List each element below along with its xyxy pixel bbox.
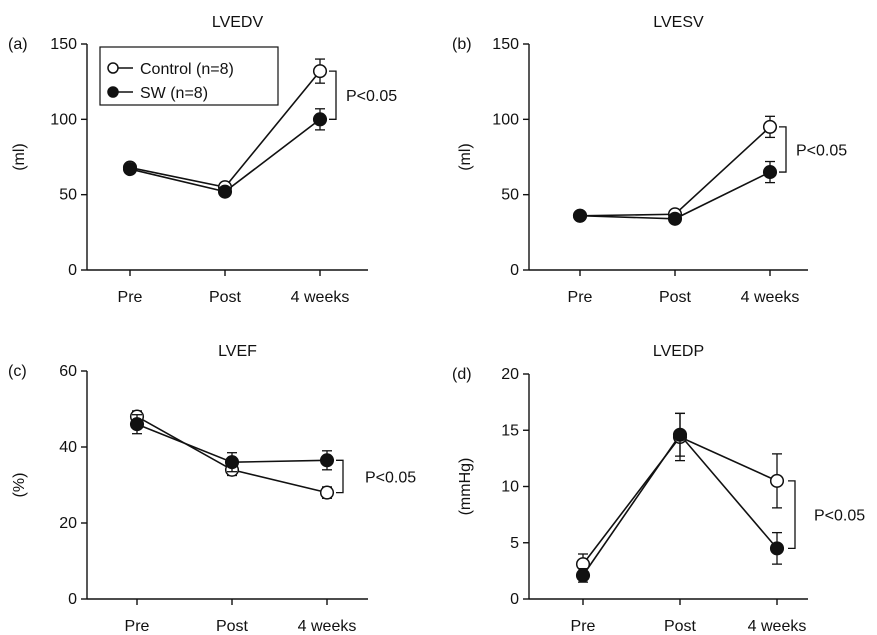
significance-label: P<0.05 xyxy=(365,469,416,486)
legend-label: Control (n=8) xyxy=(140,61,234,78)
significance-label: P<0.05 xyxy=(796,142,847,159)
significance-label: P<0.05 xyxy=(346,88,397,105)
x-category-label: 4 weeks xyxy=(291,289,350,306)
sw-data-point xyxy=(122,162,138,177)
sw-data-point xyxy=(312,112,328,127)
chart-panel-0: LVEDV (a) (ml) 0 50 100 150 Pre Post 4 weeks P<0.0… xyxy=(8,14,397,306)
series-line-control xyxy=(579,126,771,217)
x-category-label: Post xyxy=(216,618,249,635)
panel-letter: (c) xyxy=(8,363,27,380)
y-tick-label: 0 xyxy=(68,262,77,279)
chart-panel-1: LVESV (b) (ml) 0 50 100 150 Pre Post 4 weeks P<0.0… xyxy=(452,14,847,306)
legend-control-marker xyxy=(107,62,119,74)
x-category-label: 4 weeks xyxy=(298,618,357,635)
legend-box xyxy=(99,46,279,106)
sw-data-point xyxy=(217,184,233,199)
control-data-point xyxy=(762,119,778,134)
significance-label: P<0.05 xyxy=(814,508,865,525)
y-tick-label: 150 xyxy=(50,36,77,53)
y-axis-label: (%) xyxy=(11,473,28,498)
y-tick-label: 20 xyxy=(59,515,77,532)
x-category-label: Pre xyxy=(571,618,596,635)
control-data-point xyxy=(769,473,785,488)
significance-bracket xyxy=(788,480,796,550)
sw-data-point xyxy=(224,455,240,470)
x-category-label: Pre xyxy=(118,289,143,306)
chart-title: LVEDV xyxy=(212,14,264,31)
y-tick-label: 5 xyxy=(510,535,519,552)
x-category-label: Pre xyxy=(568,289,593,306)
chart-title: LVEF xyxy=(218,343,257,360)
y-tick-label: 0 xyxy=(68,591,77,608)
y-tick-label: 0 xyxy=(510,262,519,279)
y-tick-label: 50 xyxy=(59,187,77,204)
sw-data-point xyxy=(319,453,335,468)
sw-data-point xyxy=(672,427,688,442)
control-data-point xyxy=(312,64,328,79)
y-axis-label: (ml) xyxy=(11,143,28,171)
y-tick-label: 0 xyxy=(510,591,519,608)
y-tick-label: 10 xyxy=(501,479,519,496)
y-tick-label: 20 xyxy=(501,366,519,383)
x-category-label: Post xyxy=(659,289,692,306)
sw-data-point xyxy=(762,165,778,180)
y-axis-label: (mmHg) xyxy=(457,458,474,516)
y-tick-label: 100 xyxy=(50,111,77,128)
chart-panel-3: LVEDP (d) (mmHg) 0 5 10 15 20 Pre Post 4 weeks P<0.… xyxy=(452,343,865,635)
sw-data-point xyxy=(667,211,683,226)
control-data-point xyxy=(319,485,335,500)
x-category-label: Pre xyxy=(125,618,150,635)
y-axis-label: (ml) xyxy=(457,143,474,171)
legend-label: SW (n=8) xyxy=(140,85,208,102)
chart-title: LVESV xyxy=(653,14,704,31)
y-tick-label: 40 xyxy=(59,439,77,456)
x-category-label: Post xyxy=(209,289,242,306)
significance-bracket xyxy=(779,126,787,173)
x-category-label: Post xyxy=(664,618,697,635)
legend: Control (n=8) SW (n=8) xyxy=(99,46,279,106)
panel-letter: (b) xyxy=(452,36,472,53)
panel-letter: (d) xyxy=(452,366,472,383)
significance-bracket xyxy=(336,459,344,494)
legend-sw-marker xyxy=(107,86,119,98)
sw-data-point xyxy=(575,568,591,583)
x-category-label: 4 weeks xyxy=(741,289,800,306)
panel-letter: (a) xyxy=(8,36,28,53)
significance-bracket xyxy=(329,70,337,120)
y-tick-label: 150 xyxy=(492,36,519,53)
sw-data-point xyxy=(129,417,145,432)
sw-data-point xyxy=(769,541,785,556)
chart-title: LVEDP xyxy=(653,343,704,360)
sw-data-point xyxy=(572,208,588,223)
x-category-label: 4 weeks xyxy=(748,618,807,635)
y-tick-label: 15 xyxy=(501,422,519,439)
y-tick-label: 50 xyxy=(501,187,519,204)
y-tick-label: 60 xyxy=(59,363,77,380)
y-tick-label: 100 xyxy=(492,111,519,128)
chart-panel-2: LVEF (c) (%) 0 20 40 60 Pre Post 4 weeks P<0.05 xyxy=(8,343,416,635)
